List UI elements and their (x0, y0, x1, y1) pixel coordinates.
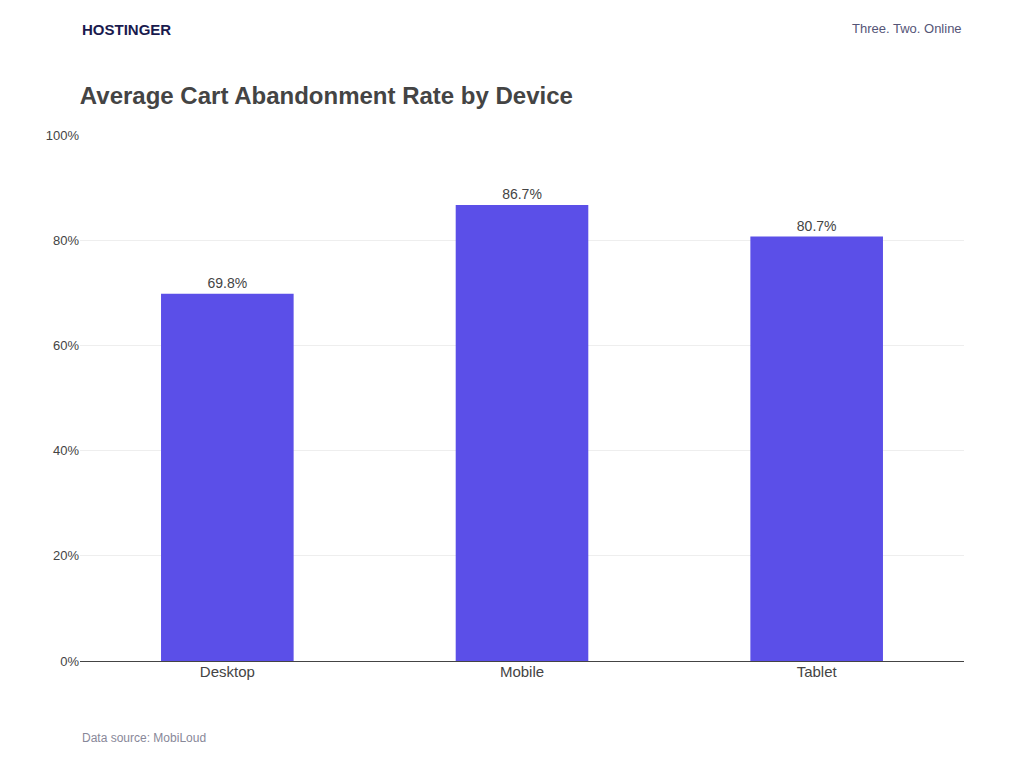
svg-text:80.7%: 80.7% (797, 218, 837, 234)
svg-text:69.8%: 69.8% (207, 275, 247, 291)
svg-text:HOSTINGER: HOSTINGER (82, 21, 171, 38)
svg-text:Desktop: Desktop (200, 663, 255, 680)
svg-text:20%: 20% (53, 548, 79, 563)
svg-text:Data source: MobiLoud: Data source: MobiLoud (82, 731, 206, 745)
svg-text:Mobile: Mobile (500, 663, 544, 680)
svg-text:100%: 100% (46, 128, 80, 143)
svg-text:60%: 60% (53, 338, 79, 353)
svg-text:0%: 0% (60, 654, 79, 669)
svg-text:40%: 40% (53, 443, 79, 458)
svg-text:80%: 80% (53, 233, 79, 248)
svg-text:86.7%: 86.7% (502, 186, 542, 202)
svg-text:Three. Two. Online: Three. Two. Online (852, 21, 962, 36)
svg-text:Tablet: Tablet (797, 663, 838, 680)
svg-text:Average Cart Abandonment Rate: Average Cart Abandonment Rate by Device (80, 82, 573, 109)
